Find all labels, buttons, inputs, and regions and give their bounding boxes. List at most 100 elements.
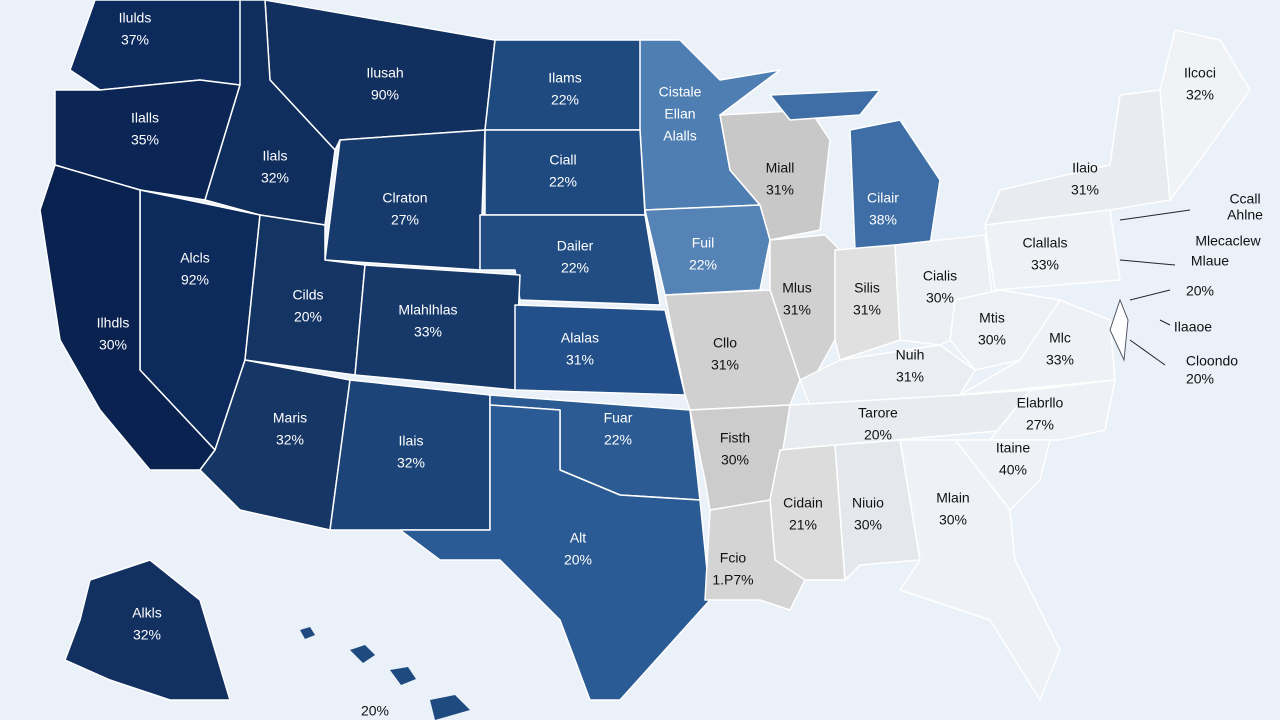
region-label: Ilais <box>399 433 424 449</box>
region-label: Ilams <box>548 70 581 86</box>
region <box>899 439 1061 701</box>
region-label: Ilhdls <box>97 315 130 331</box>
region-label: Alkls <box>132 605 162 621</box>
region-value: 38% <box>869 212 897 228</box>
region-label: Ilals <box>263 148 288 164</box>
region-label: Mlain <box>936 490 969 506</box>
region-label: Cidain <box>783 495 823 511</box>
region <box>834 439 921 581</box>
region-value: 21% <box>789 517 817 533</box>
region <box>959 299 1116 396</box>
region-value: 32% <box>397 455 425 471</box>
region-label: Ilulds <box>119 10 152 26</box>
region-label: Alalls <box>663 128 696 144</box>
region-value: 22% <box>561 260 589 276</box>
region-value: 40% <box>999 462 1027 478</box>
region-value: 32% <box>276 432 304 448</box>
region <box>989 379 1116 441</box>
region <box>484 129 646 216</box>
region-label: Elabrllo <box>1017 395 1064 411</box>
region-value: 30% <box>99 337 127 353</box>
region <box>984 209 1121 291</box>
region-value: 30% <box>926 290 954 306</box>
region-label: Clraton <box>382 190 427 206</box>
region <box>514 304 686 396</box>
annotation: Cloondo <box>1186 353 1238 369</box>
annotation: Ilaaoe <box>1174 319 1212 335</box>
region-value: 30% <box>854 517 882 533</box>
region-value: 31% <box>566 352 594 368</box>
region <box>769 444 846 581</box>
region-value: 31% <box>711 357 739 373</box>
region-label: Niuio <box>852 495 884 511</box>
region-value: 92% <box>181 272 209 288</box>
region-label: Alt <box>570 530 586 546</box>
region-value: 1.P7% <box>712 572 753 588</box>
region-label: Itaine <box>996 440 1030 456</box>
chesapeake <box>1109 298 1129 362</box>
region-value: 22% <box>549 174 577 190</box>
leader-lines <box>1119 209 1191 366</box>
annotation: 20% <box>1186 283 1214 299</box>
region-value: 33% <box>1031 257 1059 273</box>
region-label: Fisth <box>720 430 750 446</box>
region-value: 31% <box>1071 182 1099 198</box>
region <box>69 0 246 91</box>
region-value: 22% <box>689 257 717 273</box>
annotation: 20% <box>1186 371 1214 387</box>
region-value: 22% <box>604 432 632 448</box>
region-label: Fcio <box>720 550 747 566</box>
region-label: Cllo <box>713 335 737 351</box>
region-value: 37% <box>121 32 149 48</box>
region-label: Maris <box>273 410 307 426</box>
region-value: 32% <box>261 170 289 186</box>
region <box>644 204 771 296</box>
region-label: Mlc <box>1049 330 1071 346</box>
regions <box>39 0 1251 701</box>
region <box>64 559 231 701</box>
region-label: Dailer <box>557 238 594 254</box>
region-value: 30% <box>721 452 749 468</box>
region-value: 31% <box>783 302 811 318</box>
region-label: Ciall <box>549 152 576 168</box>
region <box>769 89 941 251</box>
region-label: Ilusah <box>366 65 403 81</box>
region-label: Fuil <box>692 235 715 251</box>
region-value: 30% <box>978 332 1006 348</box>
region-label: Cilair <box>867 190 899 206</box>
annotation: Ccall <box>1229 191 1260 207</box>
region-value: 20% <box>294 309 322 325</box>
region <box>704 499 806 611</box>
region-label: Alcls <box>180 250 210 266</box>
region-label: Ellan <box>664 106 695 122</box>
region-label: Cilds <box>292 287 323 303</box>
region-label: Ilcoci <box>1184 65 1216 81</box>
region-label: Cistale <box>659 84 702 100</box>
region-label: Ilaio <box>1072 160 1098 176</box>
region-label: Miall <box>766 160 795 176</box>
region-label: Clallals <box>1022 235 1067 251</box>
region-value: 32% <box>1186 87 1214 103</box>
region-value: 31% <box>853 302 881 318</box>
annotation: Mlecaclew <box>1195 233 1261 249</box>
region <box>399 404 711 701</box>
region-value: 31% <box>896 369 924 385</box>
region-value: 27% <box>1026 417 1054 433</box>
region-value: 33% <box>414 324 442 340</box>
region-label: Tarore <box>858 405 898 421</box>
region-value: 31% <box>766 182 794 198</box>
region-value: 32% <box>133 627 161 643</box>
region <box>1159 29 1251 201</box>
region-value: 27% <box>391 212 419 228</box>
islands <box>300 209 1191 720</box>
region <box>479 214 661 306</box>
region-label: Nuih <box>896 347 925 363</box>
region-label: Alalas <box>561 330 599 346</box>
annotation: Ahlne <box>1227 207 1263 223</box>
hawaii <box>300 627 470 720</box>
annotation: 20% <box>361 703 389 719</box>
region-value: 35% <box>131 132 159 148</box>
region-label: Mlus <box>782 280 812 296</box>
region-label: Silis <box>854 280 880 296</box>
